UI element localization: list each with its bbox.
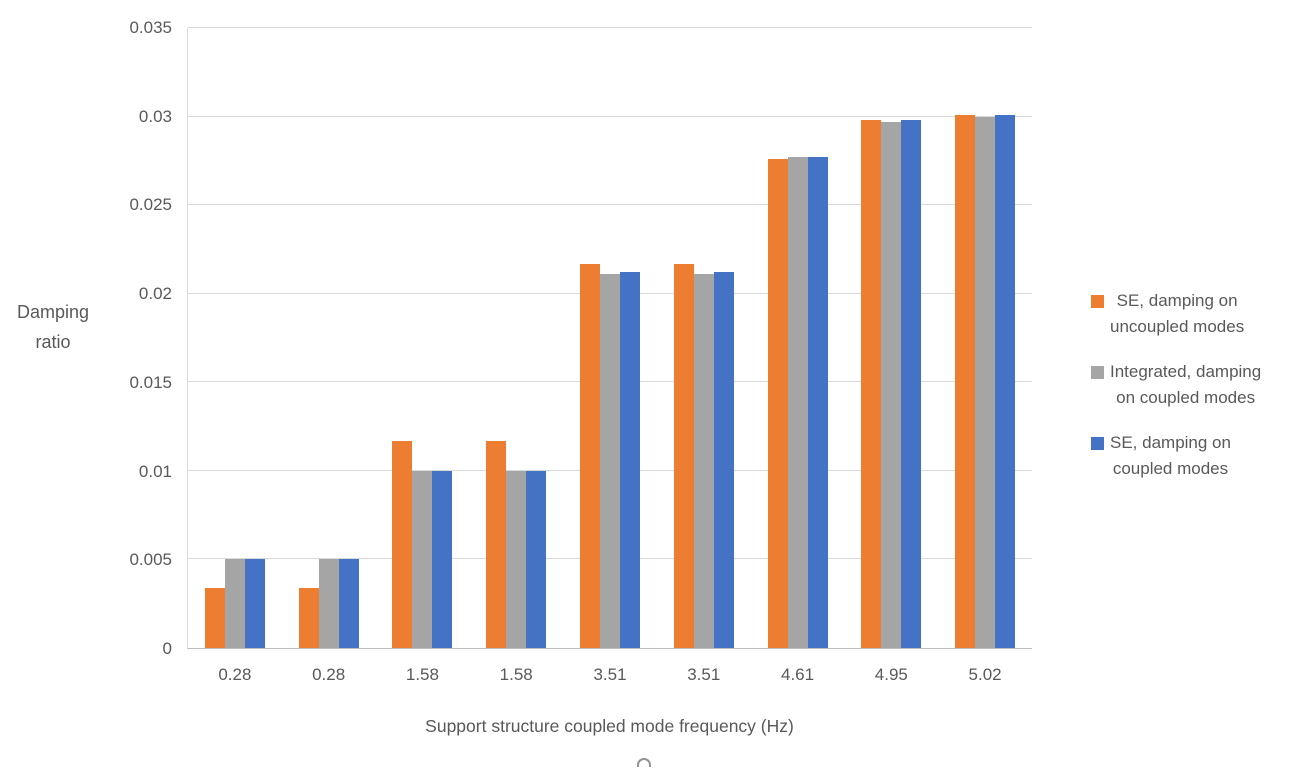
y-tick-label: 0.025 [129, 195, 172, 215]
x-tick-label: 0.28 [218, 665, 252, 684]
x-tick-label: 4.61 [780, 665, 815, 684]
bar-integrated-damping-on-coupled-modes [599, 274, 620, 648]
bar-se-damping-on-coupled-modes [807, 157, 828, 648]
bar-integrated-damping-on-coupled-modes [881, 121, 902, 648]
bar-se-damping-on-uncoupled-modes [486, 440, 507, 648]
bar-group: 4.61 [751, 28, 845, 684]
legend-color-swatch [1091, 295, 1104, 308]
bar-se-damping-on-uncoupled-modes [767, 159, 788, 648]
bar-group: 0.28 [282, 28, 376, 684]
x-tick-label: 3.51 [687, 665, 721, 684]
bar-se-damping-on-uncoupled-modes [861, 120, 882, 648]
gridline [188, 204, 1032, 206]
legend-label: SE, damping on uncoupled modes [1110, 291, 1245, 336]
bar-group: 1.58 [376, 28, 470, 684]
legend-item: SE, damping on uncoupled modes [1091, 288, 1295, 340]
bar-se-damping-on-coupled-modes [338, 559, 359, 648]
x-tick-label: 4.95 [874, 665, 908, 684]
y-tick-label: 0 [162, 639, 172, 658]
bar-integrated-damping-on-coupled-modes [506, 470, 527, 648]
legend-item: SE, damping on coupled modes [1091, 430, 1295, 482]
bar-se-damping-on-uncoupled-modes [392, 440, 413, 648]
cropped-text-artifact [637, 758, 651, 767]
bar-group: 0.28 [188, 28, 282, 684]
bar-se-damping-on-coupled-modes [901, 120, 922, 648]
y-tick-label: 0.035 [129, 18, 172, 37]
bar-integrated-damping-on-coupled-modes [318, 559, 339, 648]
bar-integrated-damping-on-coupled-modes [224, 559, 245, 648]
bar-se-damping-on-coupled-modes [995, 114, 1016, 648]
bar-integrated-damping-on-coupled-modes [693, 274, 714, 648]
bar-group: 1.58 [469, 28, 563, 684]
legend-label: SE, damping on coupled modes [1110, 433, 1231, 478]
bar-integrated-damping-on-coupled-modes [787, 157, 808, 648]
legend: SE, damping on uncoupled modes Integrated,… [1091, 288, 1295, 501]
y-axis-tick-labels: 0 0.005 0.01 0.015 0.02 0.025 0.03 0.035 [0, 18, 172, 658]
bar-group: 5.02 [938, 28, 1032, 684]
y-tick-label: 0.03 [138, 106, 172, 126]
x-tick-label: 1.58 [499, 665, 533, 684]
bar-se-damping-on-coupled-modes [713, 272, 734, 648]
x-tick-label: 0.28 [312, 665, 346, 684]
bar-se-damping-on-uncoupled-modes [298, 587, 319, 648]
x-tick-label: 1.58 [405, 665, 439, 684]
bar-integrated-damping-on-coupled-modes [412, 470, 433, 648]
x-tick-label: 3.51 [593, 665, 627, 684]
bar-group: 3.51 [563, 28, 657, 684]
legend-item: Integrated, damping on coupled modes [1091, 359, 1295, 411]
legend-color-swatch [1091, 366, 1104, 379]
plot-area: 0.28 0.28 1.58 1.58 3.51 3.51 4.61 4.95 5.02 [187, 27, 1032, 684]
bar-se-damping-on-uncoupled-modes [673, 263, 694, 648]
bar-integrated-damping-on-coupled-modes [975, 116, 996, 648]
y-tick-label: 0.02 [138, 284, 172, 304]
bar-se-damping-on-uncoupled-modes [579, 263, 600, 648]
bar-group: 4.95 [844, 28, 938, 684]
x-tick-label: 5.02 [968, 665, 1002, 684]
bar-se-damping-on-uncoupled-modes [955, 114, 976, 648]
y-tick-label: 0.005 [129, 550, 172, 570]
y-tick-label: 0.015 [129, 372, 172, 392]
bar-se-damping-on-coupled-modes [244, 559, 265, 648]
bar-se-damping-on-uncoupled-modes [204, 587, 225, 648]
bar-se-damping-on-coupled-modes [432, 470, 453, 648]
legend-color-swatch [1091, 437, 1104, 450]
gridline [188, 27, 1032, 28]
legend-label: Integrated, damping on coupled modes [1110, 362, 1262, 407]
bar-group: 3.51 [657, 28, 751, 684]
bar-se-damping-on-coupled-modes [619, 272, 640, 648]
y-axis-title: Damping ratio [16, 302, 90, 352]
y-tick-label: 0.01 [138, 461, 172, 481]
x-axis-title: Support structure coupled mode frequency… [425, 716, 794, 736]
gridline [188, 115, 1032, 117]
bar-se-damping-on-coupled-modes [526, 470, 547, 648]
